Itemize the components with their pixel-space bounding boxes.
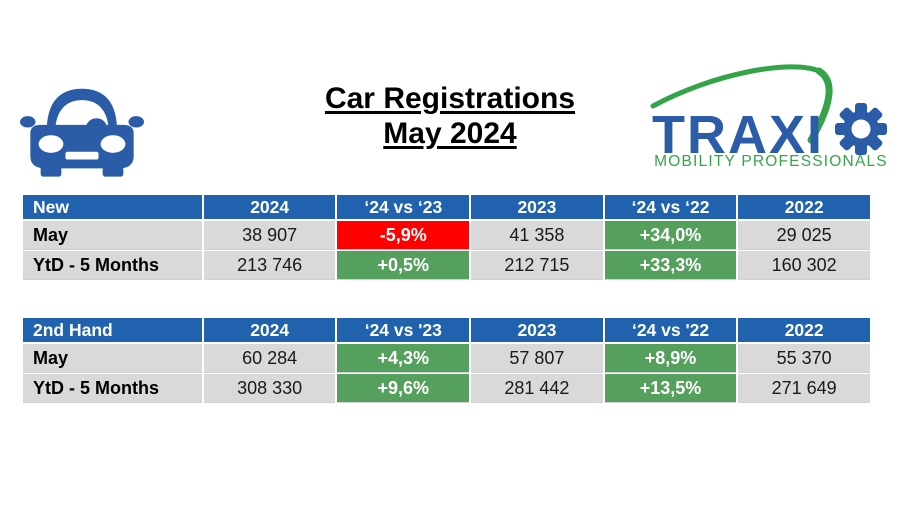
value-2023: 57 807 — [471, 344, 603, 372]
value-2022: 55 370 — [738, 344, 870, 372]
traxio-logo-svg: TRAXI MOBILITY PROFESSIONALS — [650, 64, 888, 170]
pct-24-vs-23: +9,6% — [337, 374, 470, 402]
col-24-vs-22: ‘24 vs '22 — [604, 318, 737, 342]
table-header-row: 2nd Hand 2024 ‘24 vs '23 2023 ‘24 vs '22… — [23, 318, 870, 342]
pct-24-vs-22: +34,0% — [604, 221, 737, 249]
value-2022: 160 302 — [738, 251, 870, 279]
logo-wordmark: TRAXI — [652, 105, 824, 165]
pct-24-vs-23: +4,3% — [337, 344, 470, 372]
new-registrations-table: New 2024 ‘24 vs ‘23 2023 ‘24 vs ‘22 2022… — [21, 193, 872, 281]
table-title-2nd-hand: 2nd Hand — [23, 318, 202, 342]
page-title: Car Registrations May 2024 — [230, 82, 670, 152]
col-2024: 2024 — [203, 318, 336, 342]
pct-24-vs-22: +13,5% — [604, 374, 737, 402]
col-2023: 2023 — [471, 318, 603, 342]
table-row-may: May 60 284 +4,3% 57 807 +8,9% 55 370 — [23, 344, 870, 372]
gear-icon — [835, 103, 887, 155]
row-label: May — [23, 221, 202, 249]
col-24-vs-23: ‘24 vs '23 — [337, 318, 470, 342]
title-line-1: Car Registrations — [324, 82, 576, 115]
pct-24-vs-23: +0,5% — [337, 251, 470, 279]
table-row-may: May 38 907 -5,9% 41 358 +34,0% 29 025 — [23, 221, 870, 249]
second-hand-registrations-table: 2nd Hand 2024 ‘24 vs '23 2023 ‘24 vs '22… — [21, 316, 872, 404]
table-row-ytd: YtD - 5 Months 308 330 +9,6% 281 442 +13… — [23, 374, 870, 402]
value-2024: 60 284 — [203, 344, 336, 372]
value-2023: 281 442 — [471, 374, 603, 402]
logo-tagline: MOBILITY PROFESSIONALS — [654, 153, 888, 170]
car-icon — [20, 76, 144, 178]
row-label: YtD - 5 Months — [23, 374, 202, 402]
col-24-vs-23: ‘24 vs ‘23 — [337, 195, 470, 219]
row-label: YtD - 5 Months — [23, 251, 202, 279]
value-2024: 38 907 — [203, 221, 336, 249]
col-2022: 2022 — [738, 318, 870, 342]
pct-24-vs-23: -5,9% — [337, 221, 470, 249]
traxio-logo: TRAXI MOBILITY PROFESSIONALS — [648, 58, 894, 172]
value-2024: 213 746 — [203, 251, 336, 279]
value-2023: 212 715 — [471, 251, 603, 279]
value-2022: 29 025 — [738, 221, 870, 249]
pct-24-vs-22: +33,3% — [604, 251, 737, 279]
col-2022: 2022 — [738, 195, 870, 219]
row-label: May — [23, 344, 202, 372]
pct-24-vs-22: +8,9% — [604, 344, 737, 372]
logo-swoosh-icon — [650, 64, 833, 144]
col-2023: 2023 — [471, 195, 603, 219]
table-title-new: New — [23, 195, 202, 219]
car-icon-svg — [20, 88, 144, 177]
col-24-vs-22: ‘24 vs ‘22 — [604, 195, 737, 219]
table-row-ytd: YtD - 5 Months 213 746 +0,5% 212 715 +33… — [23, 251, 870, 279]
col-2024: 2024 — [203, 195, 336, 219]
title-line-2: May 2024 — [383, 116, 517, 150]
value-2024: 308 330 — [203, 374, 336, 402]
value-2022: 271 649 — [738, 374, 870, 402]
table-header-row: New 2024 ‘24 vs ‘23 2023 ‘24 vs ‘22 2022 — [23, 195, 870, 219]
value-2023: 41 358 — [471, 221, 603, 249]
